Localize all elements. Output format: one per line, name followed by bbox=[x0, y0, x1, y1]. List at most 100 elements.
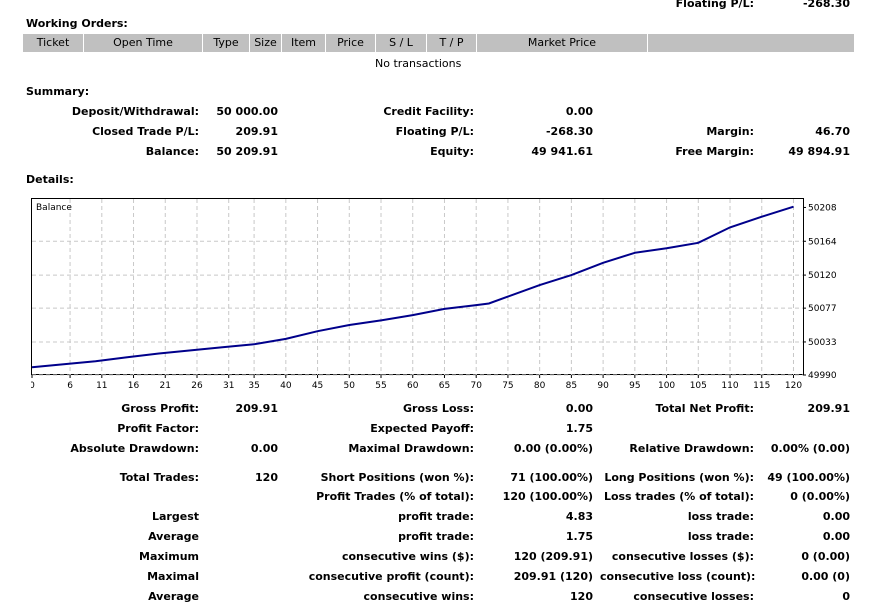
x-tick-label: 95 bbox=[629, 381, 640, 391]
profit-trades-value: 120 (100.00%) bbox=[502, 490, 593, 503]
col-size: Size bbox=[250, 34, 282, 52]
col-sl: S / L bbox=[376, 34, 427, 52]
working-orders-header: Ticket Open Time Type Size Item Price S … bbox=[23, 34, 854, 52]
max-drawdown-value: 0.00 (0.00%) bbox=[513, 442, 593, 455]
max-cons-wins-label: consecutive wins ($): bbox=[341, 550, 474, 563]
balance-chart: 50208 50164 50120 50077 50033 49990 0 6 11 16 21 2… bbox=[31, 198, 841, 394]
short-positions-value: 71 (100.00%) bbox=[510, 471, 593, 484]
max-cons-losses-label: consecutive losses ($): bbox=[611, 550, 754, 563]
deposit-label: Deposit/Withdrawal: bbox=[71, 105, 199, 118]
maximum-label: Maximum bbox=[139, 550, 199, 563]
largest-loss-label: loss trade: bbox=[687, 510, 754, 523]
x-tick-label: 105 bbox=[690, 381, 707, 391]
credit-label: Credit Facility: bbox=[383, 105, 474, 118]
x-tick-label: 26 bbox=[191, 381, 203, 391]
max-cons-wins-value: 120 (209.91) bbox=[513, 550, 593, 563]
rel-drawdown-value: 0.00% (0.00) bbox=[770, 442, 850, 455]
x-tick-label: 60 bbox=[407, 381, 419, 391]
col-ticket: Ticket bbox=[23, 34, 84, 52]
total-trades-value: 120 bbox=[255, 471, 278, 484]
average-label: Average bbox=[148, 530, 199, 543]
closed-pl-label: Closed Trade P/L: bbox=[92, 125, 199, 138]
no-transactions-text: No transactions bbox=[375, 57, 462, 70]
col-tp: T / P bbox=[427, 34, 477, 52]
long-positions-value: 49 (100.00%) bbox=[767, 471, 850, 484]
x-tick-label: 50 bbox=[344, 381, 356, 391]
x-tick-label: 75 bbox=[502, 381, 513, 391]
expected-payoff-label: Expected Payoff: bbox=[370, 422, 474, 435]
average-cons-label: Average bbox=[148, 590, 199, 603]
deposit-value: 50 000.00 bbox=[216, 105, 278, 118]
top-floating-value: -268.30 bbox=[802, 0, 850, 10]
short-positions-label: Short Positions (won %): bbox=[320, 471, 474, 484]
largest-loss-value: 0.00 bbox=[822, 510, 850, 523]
maximal-cons-profit-label: consecutive profit (count): bbox=[308, 570, 474, 583]
total-net-label: Total Net Profit: bbox=[655, 402, 755, 415]
profit-factor-label: Profit Factor: bbox=[117, 422, 199, 435]
x-tick-label: 70 bbox=[470, 381, 482, 391]
expected-payoff-value: 1.75 bbox=[565, 422, 593, 435]
details-title: Details: bbox=[26, 173, 74, 186]
average-loss-label: loss trade: bbox=[687, 530, 754, 543]
y-tick-label: 50164 bbox=[808, 237, 837, 247]
gross-profit-label: Gross Profit: bbox=[121, 402, 199, 415]
maximal-cons-loss-value: 0.00 (0) bbox=[801, 570, 850, 583]
balance-label: Balance: bbox=[145, 145, 199, 158]
y-tick-label: 50208 bbox=[808, 203, 837, 213]
summary-title: Summary: bbox=[26, 85, 90, 98]
x-tick-label: 11 bbox=[96, 381, 107, 391]
abs-drawdown-label: Absolute Drawdown: bbox=[70, 442, 199, 455]
balance-value: 50 209.91 bbox=[216, 145, 278, 158]
largest-profit-label: profit trade: bbox=[398, 510, 474, 523]
gross-profit-value: 209.91 bbox=[235, 402, 278, 415]
balance-series-line bbox=[31, 205, 794, 369]
x-tick-label: 90 bbox=[597, 381, 609, 391]
x-tick-label: 21 bbox=[160, 381, 171, 391]
maximal-cons-profit-value: 209.91 (120) bbox=[513, 570, 593, 583]
col-item: Item bbox=[282, 34, 326, 52]
free-margin-value: 49 894.91 bbox=[788, 145, 850, 158]
maximal-cons-loss-label: consecutive loss (count): bbox=[600, 570, 756, 583]
profit-trades-label: Profit Trades (% of total): bbox=[316, 490, 474, 503]
x-tick-label: 31 bbox=[223, 381, 234, 391]
col-open-time: Open Time bbox=[84, 34, 203, 52]
gross-loss-label: Gross Loss: bbox=[403, 402, 474, 415]
credit-value: 0.00 bbox=[565, 105, 593, 118]
x-tick-label: 80 bbox=[534, 381, 546, 391]
chart-x-axis: 0 6 11 16 21 26 31 35 40 45 50 55 60 65 70 75 80 85 90 95 10… bbox=[31, 375, 802, 391]
closed-pl-value: 209.91 bbox=[235, 125, 278, 138]
maximal-label: Maximal bbox=[147, 570, 199, 583]
loss-trades-label: Loss trades (% of total): bbox=[603, 490, 754, 503]
x-tick-label: 65 bbox=[439, 381, 450, 391]
total-trades-label: Total Trades: bbox=[119, 471, 199, 484]
x-tick-label: 120 bbox=[785, 381, 802, 391]
x-tick-label: 6 bbox=[67, 381, 73, 391]
y-tick-label: 49990 bbox=[808, 371, 837, 381]
largest-label: Largest bbox=[152, 510, 199, 523]
y-tick-label: 50120 bbox=[808, 271, 837, 281]
floating-label: Floating P/L: bbox=[395, 125, 474, 138]
free-margin-label: Free Margin: bbox=[675, 145, 754, 158]
avg-cons-losses-value: 0 bbox=[842, 590, 850, 603]
x-tick-label: 40 bbox=[280, 381, 292, 391]
col-type: Type bbox=[203, 34, 250, 52]
max-cons-losses-value: 0 (0.00) bbox=[801, 550, 850, 563]
working-orders-title: Working Orders: bbox=[26, 17, 128, 30]
rel-drawdown-label: Relative Drawdown: bbox=[629, 442, 754, 455]
margin-label: Margin: bbox=[706, 125, 754, 138]
long-positions-label: Long Positions (won %): bbox=[604, 471, 754, 484]
floating-value: -268.30 bbox=[545, 125, 593, 138]
chart-y-axis: 50208 50164 50120 50077 50033 49990 bbox=[803, 203, 837, 381]
max-drawdown-label: Maximal Drawdown: bbox=[348, 442, 474, 455]
chart-plot-border bbox=[31, 198, 804, 375]
col-market-price: Market Price bbox=[477, 34, 648, 52]
x-tick-label: 85 bbox=[566, 381, 577, 391]
abs-drawdown-value: 0.00 bbox=[250, 442, 278, 455]
largest-profit-value: 4.83 bbox=[565, 510, 593, 523]
chart-legend: Balance bbox=[36, 203, 72, 213]
gross-loss-value: 0.00 bbox=[565, 402, 593, 415]
loss-trades-value: 0 (0.00%) bbox=[790, 490, 850, 503]
average-loss-value: 0.00 bbox=[822, 530, 850, 543]
top-floating-label: Floating P/L: bbox=[675, 0, 754, 10]
avg-cons-wins-label: consecutive wins: bbox=[363, 590, 474, 603]
